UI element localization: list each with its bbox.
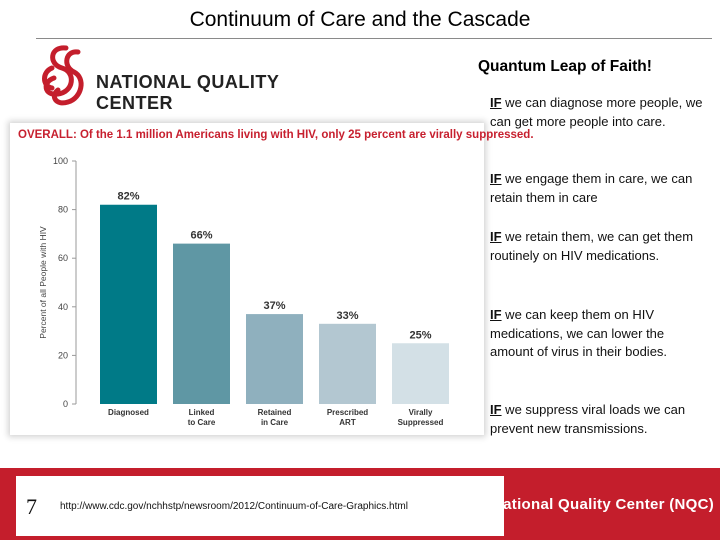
bar [100, 204, 157, 404]
nqc-logo: NATIONAL QUALITY CENTER [36, 42, 306, 114]
title-divider [36, 38, 712, 39]
bullet-text: we engage them in care, we can retain th… [490, 171, 693, 205]
x-category-label: Diagnosed [108, 408, 149, 417]
x-category-label: in Care [261, 418, 289, 427]
bullet-item: IF we suppress viral loads we can preven… [490, 401, 708, 438]
bullet-text: we suppress viral loads we can prevent n… [490, 402, 686, 436]
y-tick-label: 80 [58, 205, 68, 215]
chart-title: OVERALL: Of the 1.1 million Americans li… [18, 129, 534, 141]
bullet-keyword: IF [490, 229, 502, 244]
chart-panel: OVERALL: Of the 1.1 million Americans li… [10, 123, 534, 435]
footer-panel [16, 476, 504, 536]
bar-value-label: 82% [117, 191, 139, 203]
x-category-label: Virally [409, 408, 433, 417]
source-url[interactable]: http://www.cdc.gov/nchhstp/newsroom/2012… [60, 501, 408, 512]
slide-subtitle: Quantum Leap of Faith! [478, 58, 652, 75]
x-category-label: Suppressed [398, 418, 444, 427]
bullet-keyword: IF [490, 307, 502, 322]
page-number: 7 [26, 494, 37, 519]
bar [246, 314, 303, 404]
x-category-label: ART [339, 418, 356, 427]
y-tick-label: 60 [58, 253, 68, 263]
bullet-text: we retain them, we can get them routinel… [490, 229, 694, 263]
bullet-keyword: IF [490, 171, 502, 186]
bar-chart: 0 20 40 60 80 100 Percent of all People with H… [38, 156, 449, 427]
footer-organization: National Quality Center (NQC) [492, 496, 715, 513]
slide-title: Continuum of Care and the Cascade [189, 8, 531, 31]
bullet-text: we can diagnose more people, we can get … [490, 95, 703, 129]
x-category-label: Retained [258, 408, 292, 417]
logo-text: NATIONAL QUALITY CENTER [96, 72, 279, 113]
bullet-item: IF we engage them in care, we can retain… [490, 170, 708, 207]
nqc-logo-icon [42, 45, 84, 106]
y-axis-label: Percent of all People with HIV [38, 226, 48, 339]
bullet-item: IF we can diagnose more people, we can g… [490, 94, 708, 131]
bullet-keyword: IF [490, 402, 502, 417]
bullet-keyword: IF [490, 95, 502, 110]
x-category-label: to Care [188, 418, 216, 427]
y-tick-label: 100 [53, 156, 68, 166]
y-tick-label: 20 [58, 350, 68, 360]
bar-value-label: 66% [190, 230, 212, 242]
bar [173, 243, 230, 404]
x-category-label: Prescribed [327, 408, 368, 417]
bullet-text: we can keep them on HIV medications, we … [490, 307, 668, 359]
bar-value-label: 25% [409, 329, 431, 341]
x-category-label: Linked [189, 408, 215, 417]
bullet-item: IF we can keep them on HIV medications, … [490, 306, 708, 362]
y-tick-label: 40 [58, 302, 68, 312]
y-tick-label: 0 [63, 399, 68, 409]
bar-value-label: 37% [263, 300, 285, 312]
bullet-item: IF we retain them, we can get them routi… [490, 228, 708, 265]
bar [319, 323, 376, 404]
bar-value-label: 33% [336, 310, 358, 322]
bar [392, 343, 449, 404]
